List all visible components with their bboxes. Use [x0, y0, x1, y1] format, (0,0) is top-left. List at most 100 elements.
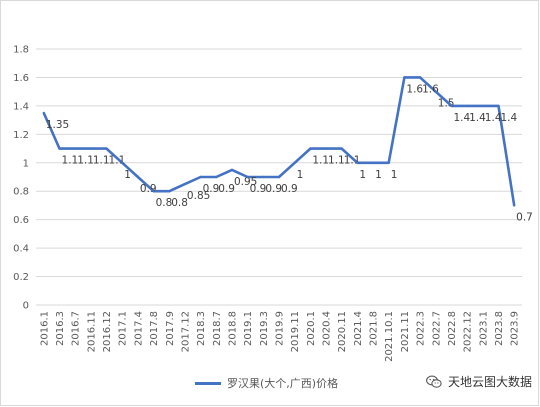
data-label: 0.9: [140, 183, 157, 195]
data-label: 0.9: [265, 183, 282, 195]
x-tick-label: 2016.3: [55, 311, 66, 346]
x-tick-label: 2023.8: [494, 311, 505, 346]
data-point: [434, 90, 437, 93]
data-label: 1.1: [312, 155, 329, 167]
watermark: 天地云图大数据: [426, 373, 532, 390]
watermark-text: 天地云图大数据: [447, 375, 532, 389]
data-label: 1.4: [453, 112, 470, 124]
data-point: [168, 190, 171, 193]
data-label: 1.6: [406, 83, 423, 95]
y-tick-label: 1.2: [13, 130, 29, 141]
x-tick-label: 2020.11: [337, 311, 348, 352]
data-label: 1.1: [328, 155, 345, 167]
x-tick-label: 2016.1: [39, 311, 50, 346]
wechat-icon: [426, 375, 442, 388]
data-point: [387, 161, 390, 164]
data-point: [403, 76, 406, 79]
y-tick-label: 0.4: [13, 244, 29, 255]
data-label: 1: [391, 169, 398, 181]
x-tick-label: 2022.3: [416, 311, 427, 346]
x-tick-label: 2018.7: [212, 311, 223, 346]
data-point: [136, 175, 140, 179]
data-label: 1.1: [344, 155, 361, 167]
x-tick-label: 2018.8: [227, 311, 238, 346]
x-tick-label: 2022.12: [463, 311, 474, 352]
legend-swatch: [195, 381, 221, 385]
x-tick-label: 2017.8: [149, 311, 160, 346]
x-tick-label: 2016.11: [86, 311, 97, 352]
data-point: [418, 76, 422, 79]
x-tick-label: 2019.11: [290, 311, 301, 352]
data-label: 1.4: [469, 112, 486, 124]
legend: 罗汉果(大个,广西)价格: [195, 375, 338, 391]
y-tick-label: 0.2: [13, 272, 29, 283]
data-label: 1: [375, 169, 382, 181]
data-label: 1.35: [46, 119, 69, 131]
data-point: [199, 175, 202, 179]
data-label: 0.85: [187, 190, 210, 202]
data-point: [512, 204, 516, 207]
data-label: 0.9: [218, 183, 235, 195]
data-point: [277, 175, 281, 179]
data-label: 0.7: [516, 211, 533, 223]
x-tick-label: 2019.3: [259, 311, 270, 346]
y-tick-label: 1.8: [13, 45, 29, 56]
data-point: [450, 104, 453, 108]
data-label: 1: [297, 169, 304, 181]
data-point: [324, 147, 328, 150]
x-tick-label: 2022.8: [447, 311, 458, 346]
data-point: [89, 147, 93, 150]
y-tick-label: 0.6: [13, 215, 29, 226]
data-point: [497, 104, 500, 108]
y-tick-label: 1.6: [13, 73, 29, 84]
data-label: 1.4: [485, 112, 502, 124]
data-label: 1.1: [109, 155, 126, 167]
data-point: [465, 104, 469, 108]
data-point: [215, 175, 218, 179]
x-tick-label: 2021.10.1: [384, 311, 395, 362]
data-point: [481, 104, 485, 108]
x-tick-label: 2017.9: [165, 311, 176, 346]
data-point: [356, 161, 359, 164]
x-tick-label: 2021.4: [353, 311, 364, 346]
data-label: 1.1: [93, 155, 110, 167]
x-tick-label: 2017.12: [180, 311, 191, 352]
data-label: 1.5: [438, 98, 455, 110]
x-tick-label: 2020.1: [306, 311, 317, 346]
data-point: [121, 161, 124, 164]
data-label: 1.6: [422, 83, 439, 95]
y-tick-label: 0: [23, 301, 29, 312]
data-label: 0.9: [281, 183, 298, 195]
x-tick-label: 2016.12: [102, 311, 113, 352]
data-point: [58, 147, 61, 150]
x-tick-label: 2019.9: [275, 311, 286, 346]
data-label: 0.9: [250, 183, 267, 195]
data-point: [293, 161, 296, 164]
y-tick-label: 0.8: [13, 187, 29, 198]
data-label: 1.1: [62, 155, 79, 167]
data-point: [152, 190, 155, 193]
data-label: 1.4: [500, 112, 517, 124]
y-tick-label: 1.4: [13, 101, 29, 112]
data-point: [371, 161, 375, 164]
data-point: [183, 182, 187, 186]
x-tick-label: 2020.4: [322, 311, 333, 346]
data-label: 1: [359, 169, 366, 181]
data-point: [309, 147, 312, 150]
data-point: [246, 175, 249, 179]
x-tick-label: 2018.3: [196, 311, 207, 346]
x-tick-label: 2021.8: [369, 311, 380, 346]
x-tick-label: 2019.1: [243, 311, 254, 346]
x-tick-label: 2022.7: [431, 311, 442, 346]
data-label: 0.9: [203, 183, 220, 195]
data-label: 0.8: [156, 197, 173, 209]
x-tick-label: 2021.11: [400, 311, 411, 352]
data-label: 1: [124, 169, 131, 181]
data-point: [230, 168, 234, 172]
data-point: [262, 175, 265, 179]
data-point: [42, 111, 46, 115]
data-point: [105, 147, 108, 150]
y-tick-label: 1: [23, 158, 29, 169]
